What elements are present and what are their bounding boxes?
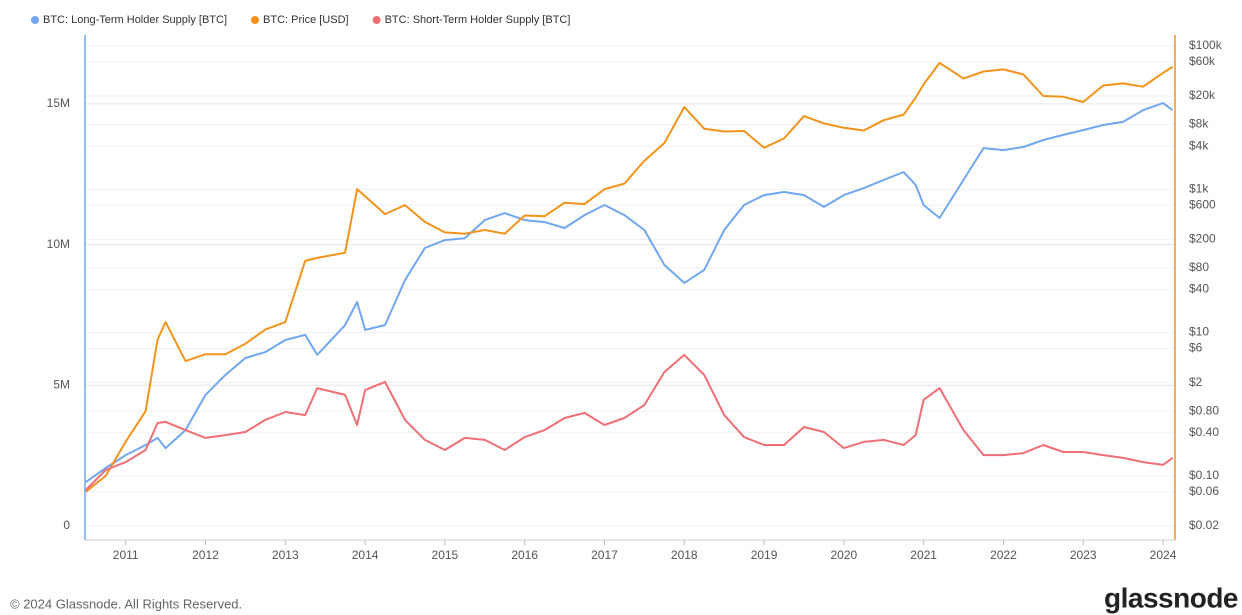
y2-tick-label: $2 [1189, 375, 1203, 389]
y2-tick-label: $0.06 [1189, 484, 1219, 498]
y2-tick-label: $200 [1189, 232, 1216, 246]
legend-marker [372, 16, 381, 24]
series-line [85, 353, 1174, 491]
y2-tick-label: $0.80 [1189, 403, 1219, 417]
x-tick-label: 2011 [113, 548, 139, 562]
legend: BTC: Long-Term Holder Supply [BTC] BTC: P… [31, 14, 570, 26]
y2-tick-label: $0.40 [1189, 425, 1219, 439]
x-tick-label: 2019 [751, 548, 778, 562]
copyright: © 2024 Glassnode. All Rights Reserved. [10, 596, 242, 611]
x-tick-label: 2024 [1150, 548, 1177, 562]
legend-marker [31, 16, 39, 24]
legend-label: BTC: Short-Term Holder Supply [BTC] [385, 14, 571, 26]
lines [85, 61, 1174, 493]
y-tick-label: 10M [47, 237, 70, 251]
x-tick-label: 2012 [192, 548, 219, 562]
x-tick-label: 2017 [591, 548, 618, 562]
y2-tick-label: $80 [1189, 260, 1209, 274]
x-tick-label: 2021 [910, 548, 937, 562]
x-tick-label: 2018 [671, 548, 698, 562]
x-tick-label: 2022 [990, 548, 1017, 562]
y2-tick-label: $0.10 [1189, 468, 1219, 482]
x-tick-label: 2020 [830, 548, 857, 562]
axes: 0 5M 10M 15M $100k $60k $20k $8k $4k $1k $600 $200 $… [47, 35, 1223, 562]
x-tick-label: 2023 [1070, 548, 1097, 562]
y2-tick-label: $8k [1189, 117, 1209, 131]
x-tick-label: 2014 [352, 548, 379, 562]
x-tick-label: 2016 [511, 548, 538, 562]
legend-label: BTC: Price [USD] [263, 14, 349, 26]
legend-label: BTC: Long-Term Holder Supply [BTC] [43, 14, 227, 26]
series-line [85, 61, 1174, 493]
y-tick-label: 15M [47, 96, 70, 110]
y2-tick-label: $100k [1189, 38, 1223, 52]
y-tick-label: 0 [63, 518, 70, 532]
y2-tick-label: $1k [1189, 181, 1209, 195]
y2-tick-label: $60k [1189, 54, 1216, 68]
y2-tick-label: $40 [1189, 282, 1209, 296]
legend-marker [251, 16, 260, 24]
series-line [85, 102, 1174, 483]
y2-tick-label: $6 [1189, 341, 1203, 355]
y-tick-label: 5M [53, 377, 70, 391]
x-tick-label: 2013 [272, 548, 299, 562]
y2-tick-label: $20k [1189, 88, 1216, 102]
logo: glassnode [1104, 582, 1238, 613]
y2-tick-label: $4k [1189, 138, 1209, 152]
y2-tick-label: $0.02 [1189, 518, 1219, 532]
grid [85, 45, 1175, 527]
y2-tick-label: $600 [1189, 197, 1216, 211]
y2-tick-label: $10 [1189, 325, 1209, 339]
x-tick-label: 2015 [432, 548, 459, 562]
